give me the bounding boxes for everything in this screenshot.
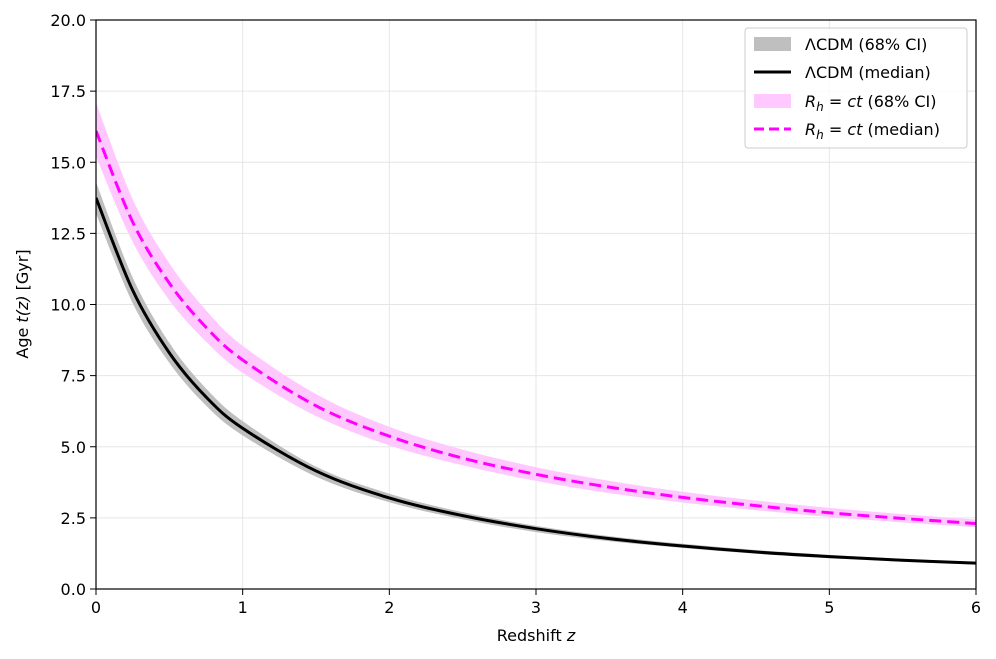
x-tick-label: 5 bbox=[824, 598, 834, 617]
y-axis-label: Age t(z) [Gyr] bbox=[13, 249, 32, 358]
x-tick-label: 1 bbox=[238, 598, 248, 617]
legend: ΛCDM (68% CI) ΛCDM (median) Rh = ct (68%… bbox=[744, 27, 968, 149]
legend-label-rh-band: Rh = ct (68% CI) bbox=[805, 92, 937, 114]
y-tick-label: 0.0 bbox=[61, 580, 86, 599]
y-tick-label: 10.0 bbox=[50, 296, 86, 315]
y-tick-label: 7.5 bbox=[61, 367, 86, 386]
x-tick-label: 4 bbox=[678, 598, 688, 617]
legend-swatch-rh-band bbox=[754, 94, 791, 108]
series-band-0 bbox=[96, 182, 976, 565]
legend-label-lcdm-band: ΛCDM (68% CI) bbox=[805, 35, 927, 54]
x-tick-label: 2 bbox=[384, 598, 394, 617]
x-tick-label: 0 bbox=[91, 598, 101, 617]
y-tick-label: 20.0 bbox=[50, 11, 86, 30]
y-tick-label: 5.0 bbox=[61, 438, 86, 457]
legend-swatch-lcdm-band bbox=[754, 37, 791, 51]
y-tick-label: 17.5 bbox=[50, 82, 86, 101]
y-tick-label: 15.0 bbox=[50, 153, 86, 172]
series-line-1 bbox=[96, 197, 976, 565]
y-tick-label: 12.5 bbox=[50, 224, 86, 243]
y-tick-label: 2.5 bbox=[61, 509, 86, 528]
legend-label-lcdm-median: ΛCDM (median) bbox=[805, 63, 931, 82]
axis-ticks: 0 1 2 3 4 5 6 0.0 2.5 5.0 7.5 10.0 12.5 15.0 17.5 20.0 bbox=[50, 11, 981, 617]
x-axis-label: Redshift z bbox=[497, 626, 576, 645]
series-layer bbox=[96, 102, 976, 565]
x-tick-label: 3 bbox=[531, 598, 541, 617]
legend-label-rh-median: Rh = ct (median) bbox=[805, 120, 940, 142]
x-tick-label: 6 bbox=[971, 598, 981, 617]
legend-frame bbox=[744, 27, 968, 149]
series-line-3 bbox=[96, 130, 976, 526]
